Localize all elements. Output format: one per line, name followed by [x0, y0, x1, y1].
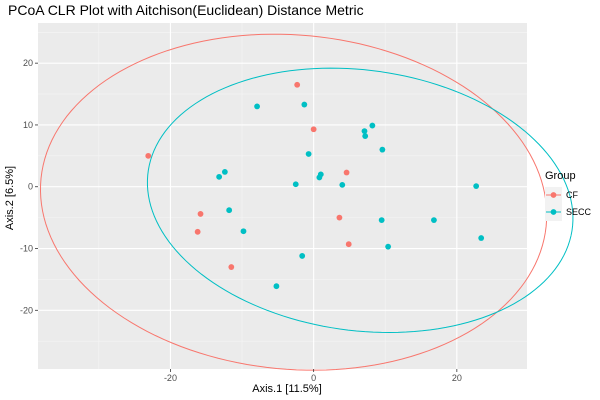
legend-title: Group	[545, 170, 576, 182]
point-secc	[216, 173, 223, 180]
point-secc	[273, 283, 280, 290]
confidence-ellipses	[39, 33, 574, 371]
point-secc	[473, 183, 480, 190]
point-cf	[145, 152, 152, 159]
y-axis-ticks: -20 -10 0 10 20	[20, 58, 38, 315]
chart-title: PCoA CLR Plot with Aitchison(Euclidean) …	[8, 2, 364, 18]
point-secc	[316, 174, 323, 181]
y-tick-label: -10	[20, 244, 33, 254]
point-cf	[345, 241, 352, 248]
point-cf	[228, 264, 235, 270]
point-secc	[369, 122, 376, 129]
legend-key-cf	[545, 187, 562, 204]
point-secc	[254, 103, 260, 110]
legend-label-secc: SECC	[566, 207, 592, 217]
y-tick-label: 10	[23, 120, 33, 130]
legend-key-point	[550, 192, 557, 198]
data-points	[145, 81, 485, 290]
legend-key-point	[550, 209, 557, 215]
plot-panel	[38, 23, 527, 369]
point-cf	[294, 81, 301, 88]
point-secc	[299, 253, 306, 259]
point-secc	[221, 169, 228, 175]
point-secc	[385, 243, 392, 250]
ellipse-secc	[146, 67, 574, 334]
point-secc	[292, 181, 299, 188]
legend-key-secc	[545, 204, 562, 221]
point-cf	[194, 228, 201, 235]
y-tick-label: -20	[20, 305, 33, 315]
point-secc	[240, 228, 247, 235]
x-tick-label: 0	[311, 373, 316, 383]
ellipse-cf	[39, 33, 548, 371]
x-axis-label: Axis.1 [11.5%]	[252, 383, 322, 395]
point-secc	[431, 217, 437, 223]
point-secc	[226, 207, 233, 214]
grid-major	[38, 23, 527, 369]
point-secc	[339, 181, 346, 188]
grid-minor	[38, 23, 527, 369]
point-secc	[301, 101, 308, 108]
x-tick-label: 20	[452, 373, 462, 383]
x-tick-label: -20	[164, 373, 177, 383]
point-secc	[361, 128, 368, 135]
point-secc	[478, 235, 485, 241]
y-axis-label: Axis.2 [6.5%]	[4, 166, 16, 230]
point-secc	[305, 151, 312, 157]
point-secc	[379, 146, 386, 153]
legend: Group CF SECC	[545, 170, 592, 221]
x-axis-ticks: -20 0 20	[164, 369, 462, 383]
point-secc	[378, 217, 385, 223]
point-cf	[197, 211, 204, 217]
point-cf	[343, 169, 350, 176]
y-tick-label: 20	[23, 58, 33, 68]
legend-label-cf: CF	[566, 190, 578, 200]
point-secc	[362, 133, 369, 139]
point-cf	[310, 126, 317, 133]
point-cf	[336, 214, 343, 221]
y-tick-label: 0	[28, 182, 33, 192]
